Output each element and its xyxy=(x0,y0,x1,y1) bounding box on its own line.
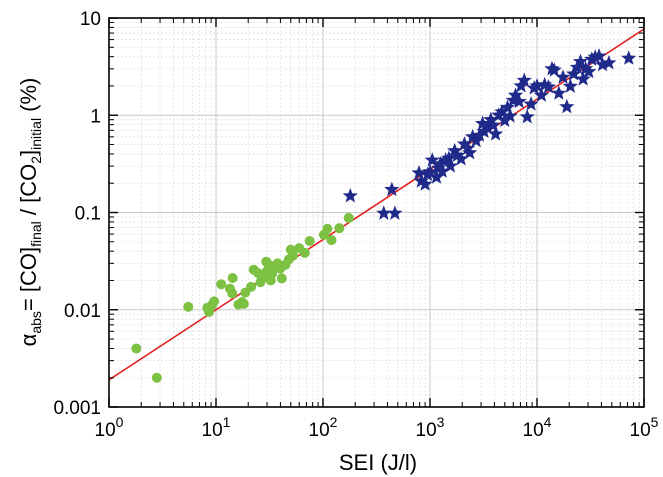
data-point-star xyxy=(584,51,600,66)
data-point-circle xyxy=(326,235,337,246)
data-point-star xyxy=(540,79,557,94)
x-tick-label: 100 xyxy=(95,414,124,441)
data-point-star xyxy=(413,173,429,188)
data-point-star xyxy=(594,56,611,72)
data-point-star xyxy=(572,53,589,69)
data-point-star xyxy=(422,163,438,179)
x-tick-label: 102 xyxy=(309,414,338,441)
data-point-star xyxy=(551,85,567,100)
data-point-star xyxy=(621,50,637,65)
x-tick-label: 104 xyxy=(523,414,552,441)
major-grid xyxy=(109,18,644,407)
data-point-star xyxy=(555,69,571,84)
data-points xyxy=(131,48,637,383)
data-point-circle xyxy=(227,288,238,299)
data-point-star xyxy=(499,99,516,115)
data-point-circle xyxy=(288,250,299,261)
data-point-star xyxy=(479,119,496,135)
data-point-star xyxy=(566,66,582,81)
fit-line-group xyxy=(109,28,644,381)
data-point-star xyxy=(581,63,597,79)
y-tick-label: 1 xyxy=(90,106,101,127)
data-point-circle xyxy=(207,299,218,310)
data-point-star xyxy=(460,140,476,155)
data-point-circle xyxy=(131,343,142,354)
data-point-star xyxy=(575,71,591,86)
data-point-star xyxy=(529,77,545,93)
data-point-star xyxy=(462,144,478,160)
data-point-star xyxy=(384,181,400,197)
data-point-star xyxy=(387,205,403,220)
data-point-star xyxy=(559,98,575,114)
data-point-star xyxy=(434,163,450,178)
axis-ticks xyxy=(108,17,645,408)
data-point-star xyxy=(533,87,550,102)
data-point-star xyxy=(487,126,504,141)
data-point-circle xyxy=(304,235,315,246)
data-point-star xyxy=(456,136,473,151)
data-point-star xyxy=(432,156,448,171)
y-tick-label: 0.01 xyxy=(64,301,101,322)
x-tick-label: 103 xyxy=(416,414,445,441)
data-point-circle xyxy=(216,279,227,290)
x-tick-labels: 100 101 102 103 104 105 xyxy=(95,414,659,441)
data-point-star xyxy=(562,78,578,93)
data-point-star xyxy=(474,115,491,131)
data-point-circle xyxy=(227,273,238,284)
data-point-star xyxy=(502,108,518,123)
data-point-circle xyxy=(322,223,333,234)
data-point-star xyxy=(511,93,527,109)
data-point-star xyxy=(494,104,510,119)
minor-grid xyxy=(109,18,644,407)
data-point-star xyxy=(537,76,553,92)
data-point-star xyxy=(591,48,607,63)
data-point-star xyxy=(485,117,501,132)
data-point-star xyxy=(471,127,488,142)
data-point-star xyxy=(449,147,465,163)
y-tick-label: 10 xyxy=(80,9,101,30)
data-point-star xyxy=(483,111,499,127)
data-point-circle xyxy=(276,273,287,284)
data-point-star xyxy=(428,169,445,184)
data-point-circle xyxy=(343,212,354,223)
data-point-star xyxy=(442,158,458,173)
data-point-star xyxy=(453,150,469,166)
y-tick-labels: 0.001 0.01 0.1 1 10 xyxy=(53,9,101,419)
data-point-star xyxy=(441,150,457,165)
x-axis-title: SEI (J/l) xyxy=(339,450,417,475)
fit-line xyxy=(109,28,644,381)
data-point-star xyxy=(519,108,535,124)
data-point-circle xyxy=(151,372,162,383)
data-point-star xyxy=(417,176,433,191)
data-point-star xyxy=(507,87,524,102)
data-point-circle xyxy=(238,298,249,309)
data-point-circle xyxy=(246,281,257,292)
data-point-star xyxy=(411,164,427,180)
data-point-star xyxy=(376,205,392,220)
data-point-star xyxy=(342,187,358,203)
data-point-circle xyxy=(299,247,310,258)
x-tick-label: 101 xyxy=(202,414,231,441)
data-point-star xyxy=(464,128,481,144)
y-tick-label: 0.001 xyxy=(53,398,101,419)
y-axis-title: αabs= [CO]final / [CO2]initial (%) xyxy=(16,78,44,347)
data-point-circle xyxy=(183,301,194,312)
x-tick-label: 105 xyxy=(630,414,659,441)
data-point-star xyxy=(447,142,463,158)
data-point-star xyxy=(546,62,562,77)
y-tick-label: 0.1 xyxy=(75,204,101,225)
data-point-star xyxy=(424,152,440,167)
data-point-star xyxy=(601,54,617,70)
data-point-star xyxy=(497,112,513,128)
data-point-circle xyxy=(334,223,345,234)
data-point-star xyxy=(516,72,532,87)
data-point-star xyxy=(523,96,539,111)
data-point-star xyxy=(578,60,594,76)
